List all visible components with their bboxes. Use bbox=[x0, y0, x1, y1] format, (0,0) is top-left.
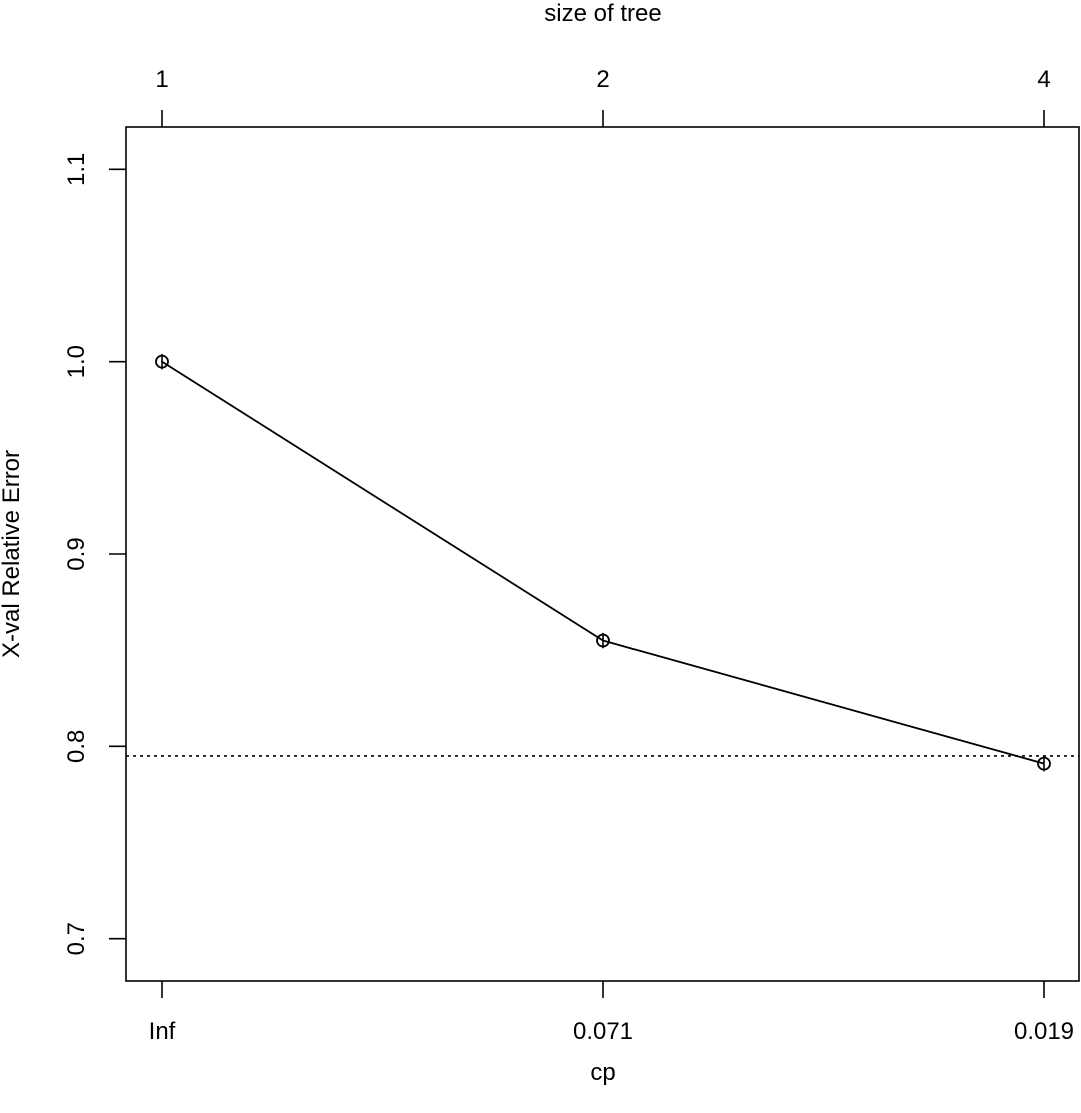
top-tick-label: 4 bbox=[1037, 66, 1050, 93]
top-axis-title: size of tree bbox=[544, 0, 661, 27]
data-point bbox=[1037, 756, 1051, 771]
plot-frame bbox=[125, 126, 1080, 982]
y-tick-label: 1.1 bbox=[63, 153, 90, 186]
y-axis: 0.7 0.8 0.9 1.0 1.1 bbox=[63, 153, 126, 955]
plot-area bbox=[126, 353, 1079, 772]
y-tick-label: 1.0 bbox=[63, 345, 90, 378]
top-tick-label: 1 bbox=[155, 66, 168, 93]
data-point bbox=[155, 354, 169, 369]
x-tick-label: Inf bbox=[149, 1018, 176, 1045]
y-tick-label: 0.7 bbox=[63, 922, 90, 955]
y-tick-label: 0.8 bbox=[63, 730, 90, 763]
x-axis-bottom: Inf 0.071 0.019 bbox=[149, 981, 1074, 1045]
x-axis-title: cp bbox=[590, 1059, 615, 1086]
x-tick-label: 0.019 bbox=[1014, 1018, 1074, 1045]
y-axis-title: X-val Relative Error bbox=[0, 450, 25, 658]
y-tick-label: 0.9 bbox=[63, 537, 90, 570]
x-tick-label: 0.071 bbox=[573, 1018, 633, 1045]
series-line bbox=[161, 360, 1045, 765]
data-point bbox=[596, 633, 610, 648]
x-axis-top: 1 2 4 bbox=[155, 66, 1051, 127]
top-tick-label: 2 bbox=[596, 66, 609, 93]
